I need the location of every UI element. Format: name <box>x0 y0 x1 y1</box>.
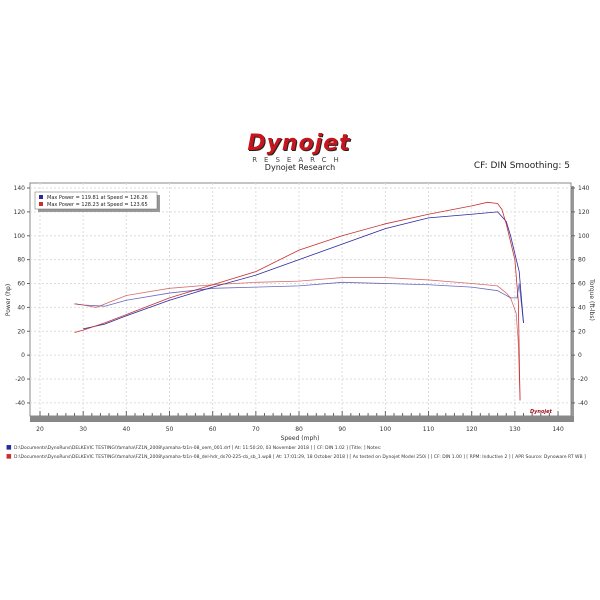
x-tick-label: 90 <box>338 426 346 433</box>
watermark-logo: Dynojet <box>530 409 553 415</box>
run-file-2: ■ D:\Documents\DynoRuns\DELKEVIC TESTING\… <box>6 453 586 462</box>
y-tick-label: 20 <box>17 328 25 335</box>
run2-marker-icon: ■ <box>6 453 12 460</box>
x-axis-label: Speed (mph) <box>281 435 320 442</box>
series-line-run2-torque <box>74 277 521 401</box>
logo-text: Dynojet <box>247 131 351 156</box>
x-tick-label: 110 <box>423 426 435 433</box>
plot-area <box>29 182 572 417</box>
run-file-1: ■ D:\Documents\DynoRuns\DELKEVIC TESTING\… <box>6 444 586 453</box>
y2-tick-label: -20 <box>578 376 588 383</box>
run-file-1-text: D:\Documents\DynoRuns\DELKEVIC TESTING\Y… <box>14 446 382 451</box>
y2-axis-label: Torque (ft-lbs) <box>588 278 595 321</box>
x-tick-label: 100 <box>380 426 392 433</box>
dynojet-logo: Dynojet RESEARCH <box>224 131 374 165</box>
run1-marker-icon: ■ <box>6 444 12 451</box>
y-tick-label: 60 <box>17 281 25 288</box>
legend-entry: Max Power = 128.23 at Speed = 123.65 <box>47 202 148 208</box>
y2-tick-label: 60 <box>578 281 586 288</box>
y-tick-label: -40 <box>15 400 25 407</box>
series-line-run2-power <box>74 201 521 401</box>
series-line-run1-torque <box>74 281 524 323</box>
legend-marker-icon <box>39 195 43 199</box>
y2-tick-label: 80 <box>578 257 586 264</box>
x-tick-label: 50 <box>166 426 174 433</box>
x-tick-label: 70 <box>252 426 260 433</box>
y-tick-label: 140 <box>14 185 26 192</box>
correction-factor: CF: DIN Smoothing: 5 <box>473 161 570 171</box>
y2-tick-label: 0 <box>578 352 582 359</box>
y2-tick-label: 20 <box>578 328 586 335</box>
y2-tick-label: 140 <box>578 185 590 192</box>
run-file-2-text: D:\Documents\DynoRuns\DELKEVIC TESTING\Y… <box>14 455 586 460</box>
y2-tick-label: 40 <box>578 304 586 311</box>
y2-tick-label: 120 <box>578 209 590 216</box>
x-tick-label: 140 <box>552 426 564 433</box>
x-tick-label: 130 <box>509 426 521 433</box>
y2-tick-label: -40 <box>578 400 588 407</box>
run-file-list: ■ D:\Documents\DynoRuns\DELKEVIC TESTING\… <box>6 444 586 462</box>
y-tick-label: 100 <box>14 233 26 240</box>
y-tick-label: 0 <box>21 352 25 359</box>
x-tick-label: 30 <box>79 426 87 433</box>
x-tick-label: 60 <box>209 426 217 433</box>
x-tick-label: 80 <box>295 426 303 433</box>
x-tick-label: 40 <box>123 426 131 433</box>
y-axis-label: Power (hp) <box>5 284 12 316</box>
y-tick-label: 80 <box>17 257 25 264</box>
x-tick-label: 120 <box>466 426 478 433</box>
x-axis-band <box>30 416 574 422</box>
y-tick-label: 40 <box>17 304 25 311</box>
y-tick-label: -20 <box>15 376 25 383</box>
series-line-run1-power <box>83 211 524 330</box>
chart-subtitle: Dynojet Research <box>264 163 336 172</box>
legend-marker-icon <box>39 202 43 206</box>
logo-subtext: RESEARCH <box>252 156 346 164</box>
x-tick-label: 20 <box>36 426 44 433</box>
y-tick-label: 120 <box>14 209 26 216</box>
legend-box <box>34 191 158 210</box>
y2-tick-label: 100 <box>578 233 590 240</box>
legend-entry: Max Power = 119.81 at Speed = 126.26 <box>47 195 148 201</box>
